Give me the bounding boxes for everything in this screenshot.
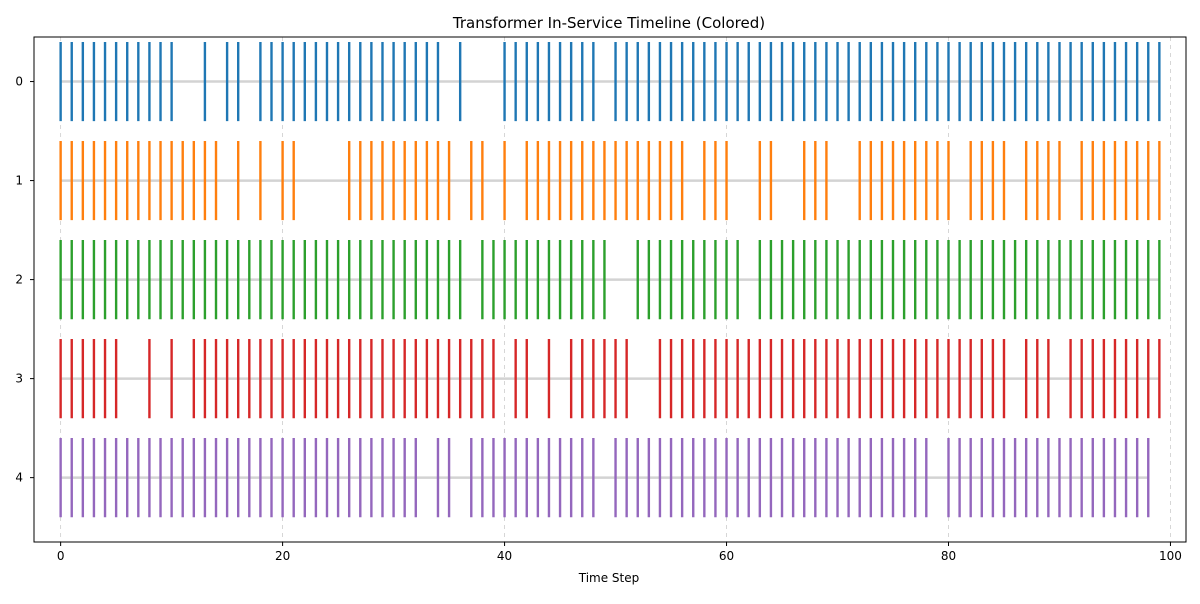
x-tick-label-40: 40 [497, 549, 512, 563]
baseline-layer [60, 80, 1160, 479]
plot-background [34, 37, 1186, 542]
y-tick-label-0: 0 [15, 75, 23, 89]
x-tick-label-80: 80 [941, 549, 956, 563]
tick-layer: 0 20 40 60 80 100 0 1 2 3 4 [15, 75, 1182, 563]
x-tick-label-0: 0 [57, 549, 65, 563]
x-tick-label-60: 60 [719, 549, 734, 563]
plot-frame [33, 36, 1187, 543]
y-tick-label-2: 2 [15, 273, 23, 287]
x-tick-label-100: 100 [1159, 549, 1182, 563]
x-tick-label-20: 20 [275, 549, 290, 563]
y-tick-label-1: 1 [15, 174, 23, 188]
y-tick-label-3: 3 [15, 372, 23, 386]
chart-title: Transformer In-Service Timeline (Colored… [452, 14, 765, 32]
event-layer [59, 41, 1161, 518]
x-axis-label: Time Step [578, 571, 640, 585]
y-tick-label-4: 4 [15, 471, 23, 485]
